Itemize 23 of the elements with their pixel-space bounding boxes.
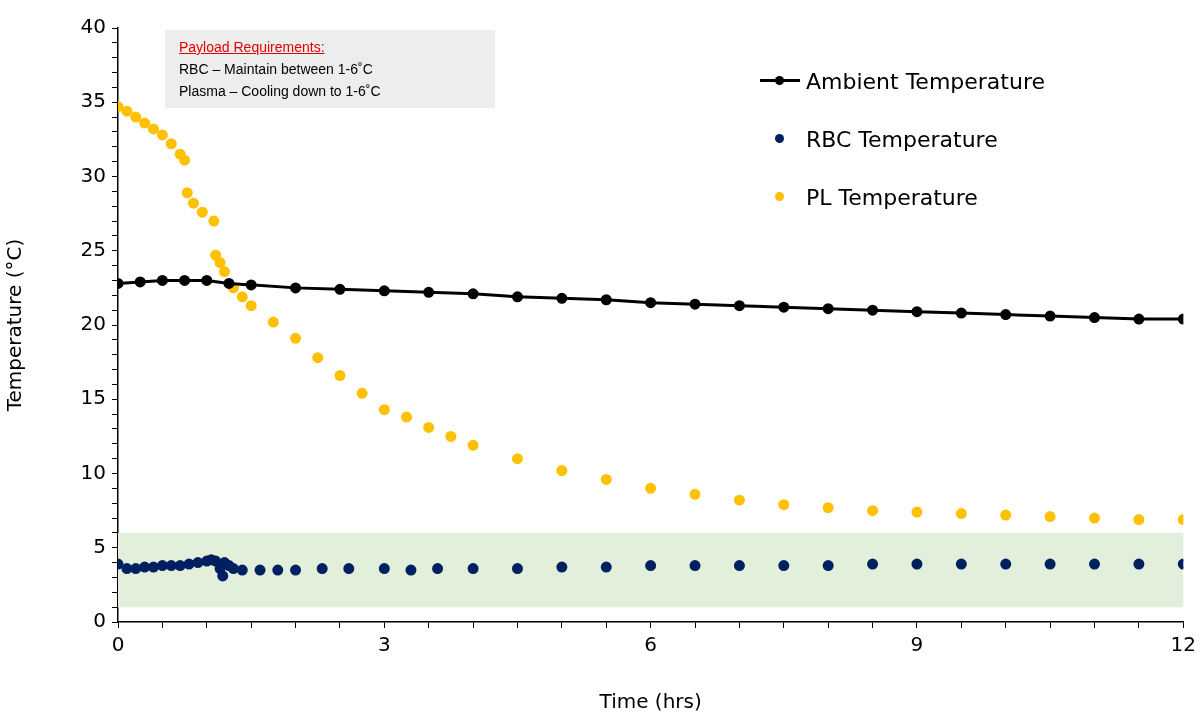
y-tick-label: 40 — [80, 14, 106, 39]
y-tick-label: 5 — [93, 533, 106, 558]
annotation: RBC – Maintain between 1-6˚C — [179, 60, 374, 79]
y-tick-label: 20 — [80, 311, 106, 336]
x-tick-label: 3 — [377, 632, 391, 657]
annotation: Plasma – Cooling down to 1-6˚C — [179, 82, 382, 101]
y-tick-label: 25 — [80, 236, 106, 261]
y-tick-label: 10 — [80, 459, 106, 484]
x-tick-label: 12 — [1170, 632, 1196, 657]
legend-label: PL Temperature — [806, 184, 978, 210]
x-tick-label: 9 — [910, 632, 924, 657]
y-axis-title: Temperature (°C) — [2, 238, 27, 413]
y-tick-label: 15 — [80, 385, 106, 410]
y-tick-label: 35 — [80, 88, 106, 113]
y-tick-label: 30 — [80, 162, 106, 187]
annotation: Payload Requirements: — [179, 38, 326, 57]
x-tick-label: 0 — [111, 632, 125, 657]
legend-label: Ambient Temperature — [806, 68, 1046, 94]
x-axis-title: Time (hrs) — [598, 689, 702, 714]
y-tick-label: 0 — [93, 608, 106, 633]
note-panel: Payload Requirements: RBC – Maintain between 1-6˚C Plasma – Cooling down to 1-6˚C — [165, 30, 495, 108]
x-tick-label: 6 — [644, 632, 657, 657]
legend-label: RBC Temperature — [806, 126, 998, 152]
